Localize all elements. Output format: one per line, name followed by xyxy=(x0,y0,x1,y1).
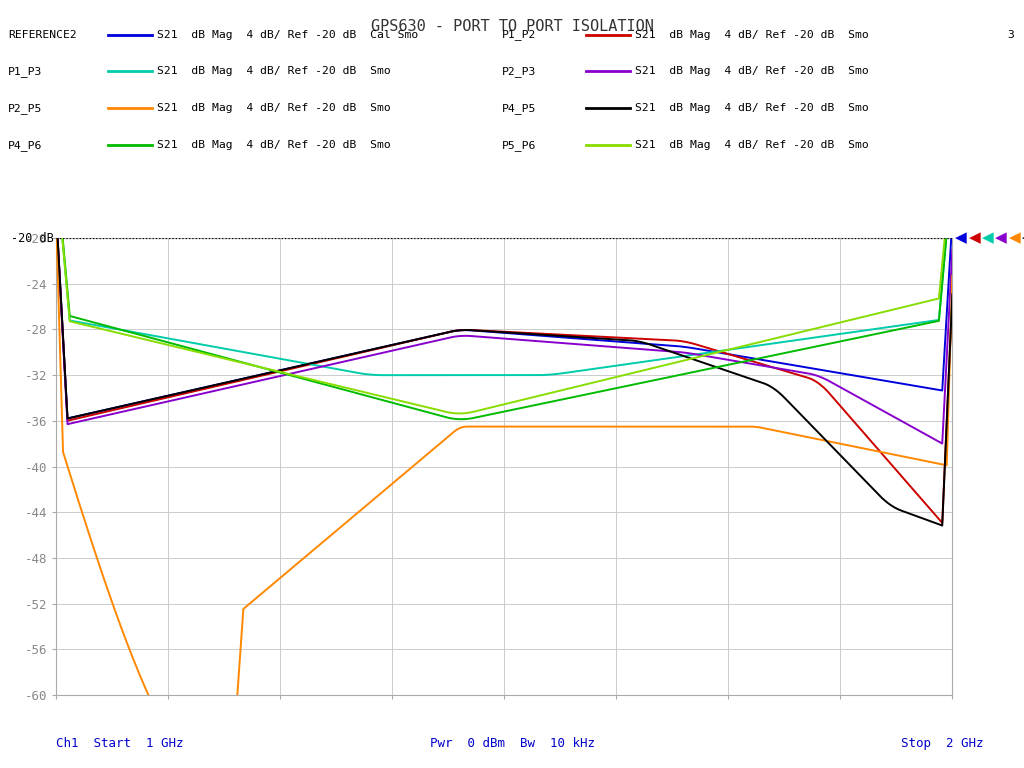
Text: GPS630 - PORT TO PORT ISOLATION: GPS630 - PORT TO PORT ISOLATION xyxy=(371,19,653,35)
Text: ◀: ◀ xyxy=(1009,230,1020,246)
Text: ◀: ◀ xyxy=(982,230,993,246)
Text: ◀: ◀ xyxy=(969,230,980,246)
Text: Stop  2 GHz: Stop 2 GHz xyxy=(900,737,983,750)
Text: S21  dB Mag  4 dB/ Ref -20 dB  Smo: S21 dB Mag 4 dB/ Ref -20 dB Smo xyxy=(157,140,390,151)
Text: S21  dB Mag  4 dB/ Ref -20 dB  Smo: S21 dB Mag 4 dB/ Ref -20 dB Smo xyxy=(157,103,390,114)
Text: ◀: ◀ xyxy=(955,230,967,246)
Text: P2_P3: P2_P3 xyxy=(502,66,537,77)
Text: REFERENCE2: REFERENCE2 xyxy=(8,29,77,40)
Text: P1_P2: P1_P2 xyxy=(502,29,537,40)
Text: ◀: ◀ xyxy=(995,230,1007,246)
Text: S21  dB Mag  4 dB/ Ref -20 dB  Smo: S21 dB Mag 4 dB/ Ref -20 dB Smo xyxy=(635,103,868,114)
Text: S21  dB Mag  4 dB/ Ref -20 dB  Smo: S21 dB Mag 4 dB/ Ref -20 dB Smo xyxy=(635,66,868,77)
Text: P5_P6: P5_P6 xyxy=(502,140,537,151)
Text: S21  dB Mag  4 dB/ Ref -20 dB  Cal Smo: S21 dB Mag 4 dB/ Ref -20 dB Cal Smo xyxy=(157,29,418,40)
Text: Pwr  0 dBm  Bw  10 kHz: Pwr 0 dBm Bw 10 kHz xyxy=(429,737,595,750)
Text: S21  dB Mag  4 dB/ Ref -20 dB  Smo: S21 dB Mag 4 dB/ Ref -20 dB Smo xyxy=(635,29,868,40)
Text: S21  dB Mag  4 dB/ Ref -20 dB  Smo: S21 dB Mag 4 dB/ Ref -20 dB Smo xyxy=(157,66,390,77)
Text: ◀: ◀ xyxy=(1022,230,1024,246)
Text: S21  dB Mag  4 dB/ Ref -20 dB  Smo: S21 dB Mag 4 dB/ Ref -20 dB Smo xyxy=(635,140,868,151)
Text: P4_P6: P4_P6 xyxy=(8,140,43,151)
Text: 3: 3 xyxy=(1007,29,1014,40)
Text: P4_P5: P4_P5 xyxy=(502,103,537,114)
Text: P1_P3: P1_P3 xyxy=(8,66,43,77)
Text: Ch1  Start  1 GHz: Ch1 Start 1 GHz xyxy=(56,737,184,750)
Text: -20 dB: -20 dB xyxy=(11,232,53,244)
Text: P2_P5: P2_P5 xyxy=(8,103,43,114)
